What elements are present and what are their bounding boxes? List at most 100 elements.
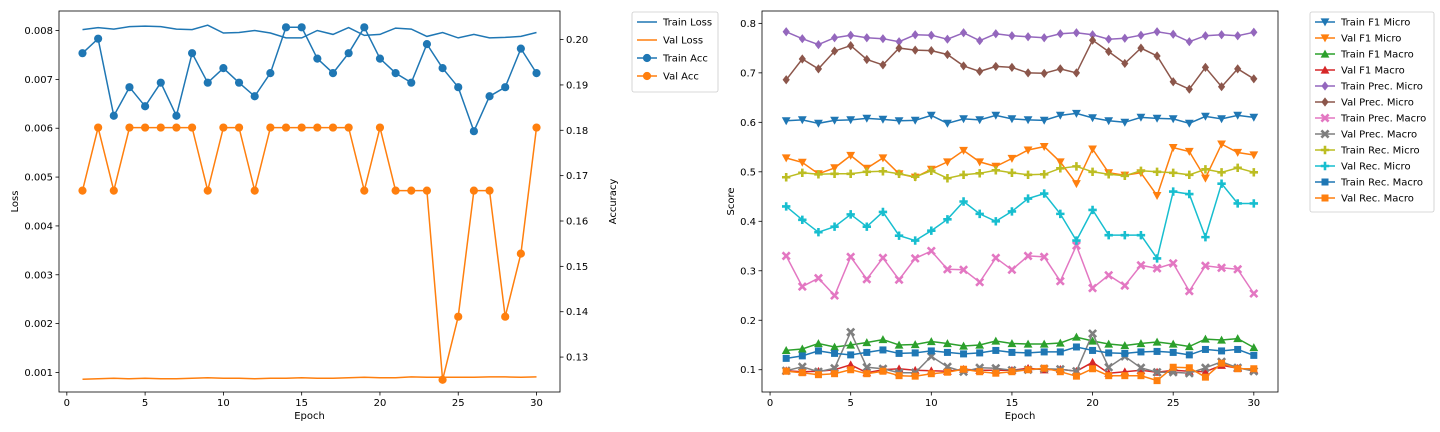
legend-label: Val Prec. Micro [1341, 98, 1414, 109]
data-point [1168, 258, 1178, 268]
data-point [927, 226, 936, 235]
y-tick-label: 0.008 [24, 26, 53, 37]
legend-item: Train Prec. Macro [1315, 113, 1426, 125]
data-point [1184, 342, 1194, 351]
data-point [375, 123, 385, 132]
data-point [203, 78, 212, 87]
data-point [911, 349, 919, 357]
data-point [830, 290, 840, 301]
data-point [862, 167, 872, 177]
data-point [943, 348, 951, 356]
data-point [1007, 115, 1017, 124]
data-point [1055, 158, 1065, 167]
data-point [297, 23, 306, 32]
data-point [781, 173, 791, 182]
data-point [1104, 117, 1114, 126]
data-point [878, 207, 888, 217]
legend-label: Val Loss [663, 36, 703, 47]
data-point [814, 119, 823, 128]
data-point [1168, 115, 1178, 124]
data-point [959, 28, 968, 38]
data-point [485, 92, 494, 101]
data-point [976, 36, 984, 46]
data-point [422, 40, 432, 49]
legend-item: Val Loss [637, 36, 703, 47]
data-point [313, 123, 322, 132]
data-point [1201, 367, 1210, 376]
legend-item: Val Rec. Macro [1315, 194, 1414, 205]
x-axis-label: Epoch [1005, 411, 1036, 422]
data-point [1200, 261, 1210, 271]
data-point [846, 327, 856, 337]
data-point [862, 114, 872, 123]
data-point [1039, 339, 1049, 348]
data-point [172, 123, 181, 132]
x-tick-label: 10 [925, 398, 938, 409]
data-point [862, 362, 872, 372]
data-point [797, 282, 807, 292]
data-point [894, 169, 904, 178]
series-val-prec-micro [782, 35, 1258, 94]
data-point [846, 210, 855, 219]
data-point [501, 312, 510, 321]
data-point [1023, 194, 1033, 203]
data-point [266, 123, 275, 132]
plot-frame [58, 10, 561, 393]
series-train-f1-macro [781, 332, 1259, 355]
data-point [1169, 77, 1177, 87]
data-point [943, 174, 952, 183]
data-point [1007, 154, 1017, 163]
data-point [1056, 348, 1064, 356]
legend-label: Val Acc [663, 72, 699, 83]
legend-marker [1320, 65, 1330, 74]
data-point [1039, 170, 1049, 179]
data-point [1024, 68, 1032, 78]
data-point [344, 49, 353, 58]
data-point [125, 123, 134, 132]
x-tick-label: 25 [1167, 398, 1180, 409]
data-point [1201, 174, 1210, 183]
data-point [187, 123, 197, 132]
y2-tick-label: 0.13 [566, 353, 588, 364]
data-point [172, 111, 181, 120]
data-point [976, 368, 984, 376]
x-tick-label: 30 [530, 398, 543, 409]
data-point [1023, 251, 1033, 261]
data-point [1056, 64, 1064, 74]
data-point [1201, 232, 1210, 242]
data-point [991, 111, 1001, 120]
data-point [1137, 43, 1145, 53]
data-point [894, 275, 904, 285]
data-point [927, 45, 935, 56]
legend-label: Val Prec. Macro [1341, 130, 1417, 141]
data-point [1121, 58, 1129, 69]
x-axis-label: Epoch [294, 411, 325, 422]
data-point [910, 340, 920, 349]
data-point [959, 197, 968, 206]
series-line [82, 376, 537, 381]
data-point [927, 30, 935, 40]
data-point [328, 69, 338, 78]
data-point [1201, 334, 1210, 343]
data-point [344, 123, 353, 132]
data-point [910, 116, 920, 125]
data-point [1153, 347, 1161, 355]
data-point [1201, 31, 1210, 41]
y2-tick-label: 0.18 [566, 126, 588, 137]
data-point [943, 158, 952, 167]
data-point [878, 154, 888, 163]
data-point [943, 368, 951, 376]
data-point [927, 370, 935, 378]
data-point [1169, 29, 1177, 39]
x-tick-label: 5 [142, 398, 148, 409]
data-point [976, 349, 984, 357]
data-point [879, 60, 887, 70]
data-point [959, 146, 968, 155]
data-point [1055, 111, 1065, 120]
data-point [895, 37, 903, 47]
data-point [878, 253, 888, 263]
legend-box [1309, 11, 1435, 213]
legend-label: Train F1 Micro [1340, 18, 1410, 29]
legend: Train Loss Val Loss Train Acc Val Acc [631, 11, 719, 93]
